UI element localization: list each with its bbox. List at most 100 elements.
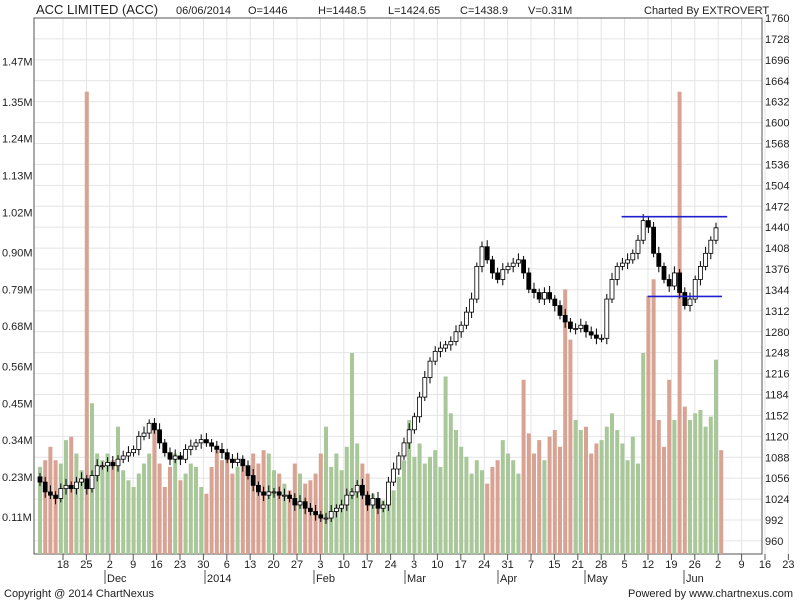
volume-tick-label: 1.13M xyxy=(2,170,33,182)
day-tick-label: 5 xyxy=(622,559,628,571)
candle-body xyxy=(193,442,199,447)
price-tick-label: 1632 xyxy=(765,97,789,109)
candle-body xyxy=(167,452,173,460)
candle-body xyxy=(391,468,397,483)
price-tick-label: 1664 xyxy=(765,76,789,88)
price-tick-label: 1696 xyxy=(765,55,789,67)
volume-bar xyxy=(469,473,474,554)
volume-bar xyxy=(662,446,666,554)
candle-body xyxy=(323,517,329,520)
candle-body xyxy=(687,298,693,307)
candle-body xyxy=(640,220,646,241)
candle-body xyxy=(198,439,204,444)
candle-body xyxy=(271,491,277,494)
candle-body xyxy=(126,452,131,457)
candle-body xyxy=(458,324,464,333)
volume-bar xyxy=(162,487,167,554)
powered-by-link[interactable]: Powered by www.chartnexus.com xyxy=(628,588,793,600)
candle-body xyxy=(708,239,714,254)
volume-bar xyxy=(230,473,235,554)
candle-body xyxy=(573,328,578,330)
candle-body xyxy=(677,272,682,293)
volume-bar xyxy=(667,379,672,554)
header-open: O=1446 xyxy=(248,5,287,17)
candle-body xyxy=(698,265,703,280)
volume-bar xyxy=(438,466,443,554)
volume-bar xyxy=(651,279,656,554)
volume-bar xyxy=(428,456,432,554)
volume-bar xyxy=(58,463,63,554)
volume-bar xyxy=(703,426,708,554)
candle-body xyxy=(510,262,516,267)
volume-bar xyxy=(105,453,110,554)
candle-body xyxy=(656,252,662,267)
candle-body xyxy=(297,501,303,506)
volume-bar xyxy=(391,490,396,554)
volume-bar xyxy=(636,463,640,554)
price-tick-label: 1376 xyxy=(765,264,789,276)
volume-bar xyxy=(38,466,42,554)
volume-bar xyxy=(272,470,276,554)
day-tick-label: 16 xyxy=(759,559,771,571)
day-tick-label: 9 xyxy=(130,559,136,571)
volume-bar xyxy=(402,460,406,554)
price-tick-label: 1760 xyxy=(765,13,789,25)
price-tick-label: 1120 xyxy=(765,431,789,443)
volume-bar xyxy=(53,460,58,554)
candle-body xyxy=(401,442,407,457)
volume-bar xyxy=(511,460,516,554)
volume-bar xyxy=(277,473,282,554)
day-tick-label: 2 xyxy=(107,559,113,571)
volume-bar xyxy=(209,466,214,554)
volume-bar xyxy=(584,426,588,554)
candle-body xyxy=(666,279,672,287)
day-tick-label: 23 xyxy=(174,559,186,571)
volume-bar xyxy=(641,353,646,554)
candle-body xyxy=(651,226,656,254)
candle-body xyxy=(219,449,225,454)
price-tick-label: 1472 xyxy=(765,201,789,213)
candle-body xyxy=(635,239,641,254)
volume-bar xyxy=(266,453,271,554)
candle-body xyxy=(339,504,345,509)
volume-bar xyxy=(214,450,219,554)
candle-body xyxy=(214,445,220,450)
candle-body xyxy=(89,475,95,490)
candle-body xyxy=(630,252,636,261)
candle-body xyxy=(240,458,246,467)
candle-body xyxy=(500,269,506,280)
candle-body xyxy=(307,507,313,512)
volume-bar xyxy=(563,289,568,554)
volume-bar xyxy=(246,466,250,554)
volume-bar xyxy=(376,503,380,554)
volume-bar xyxy=(131,487,136,554)
candle-body xyxy=(136,435,142,450)
volume-bar xyxy=(235,466,240,554)
volume-bar xyxy=(48,446,53,554)
candle-body xyxy=(318,514,324,519)
candle-body xyxy=(505,265,511,271)
volume-bar xyxy=(240,463,245,554)
price-tick-label: 1504 xyxy=(765,180,789,192)
day-tick-label: 7 xyxy=(528,559,534,571)
volume-bar xyxy=(350,353,354,554)
volume-bar xyxy=(261,450,266,554)
volume-tick-label: 1.47M xyxy=(2,57,33,69)
candle-body xyxy=(235,458,241,463)
price-tick-label: 1056 xyxy=(765,473,789,485)
candle-body xyxy=(48,491,53,496)
candle-body xyxy=(68,484,74,490)
candle-body xyxy=(583,324,589,333)
volume-bar xyxy=(547,436,552,554)
candle-body xyxy=(578,324,584,329)
volume-bar xyxy=(79,470,84,554)
volume-bar xyxy=(365,473,370,554)
candle-body xyxy=(484,246,490,261)
volume-bar xyxy=(116,426,120,554)
candle-body xyxy=(536,292,542,300)
volume-bar xyxy=(287,490,292,554)
candle-body xyxy=(594,334,599,339)
date-axis: 18 25 2 9 16 23 30 6 13 20 27 3 10 17 24 3 10 17 24 31 7 15 21… xyxy=(57,554,795,585)
volume-tick-label: 0.68M xyxy=(2,321,33,333)
candle-body xyxy=(255,484,261,493)
